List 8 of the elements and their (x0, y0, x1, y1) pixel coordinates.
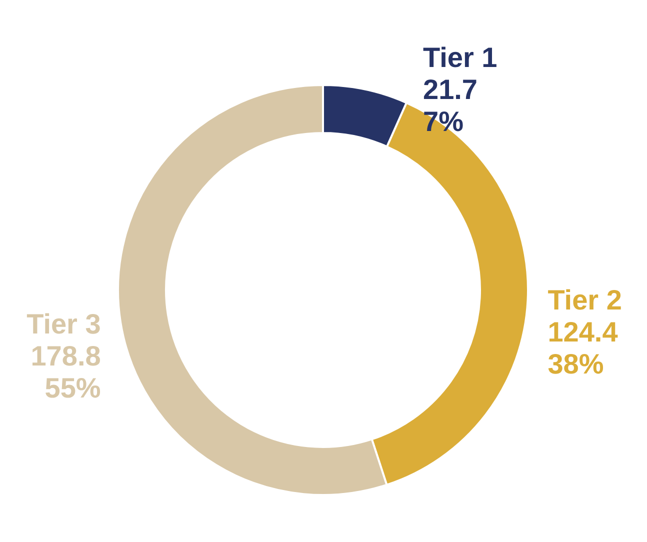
data-label: 21.7 (423, 74, 478, 106)
slice-label: Tier 3 (26, 308, 101, 340)
data-label: 178.8 (30, 340, 101, 372)
data-label: 124.4 (548, 316, 618, 348)
text: 55% (44, 372, 101, 404)
slice-label: Tier 1 (423, 42, 498, 74)
slice-label: Tier 2 (548, 284, 622, 316)
text: 38% (548, 348, 604, 380)
